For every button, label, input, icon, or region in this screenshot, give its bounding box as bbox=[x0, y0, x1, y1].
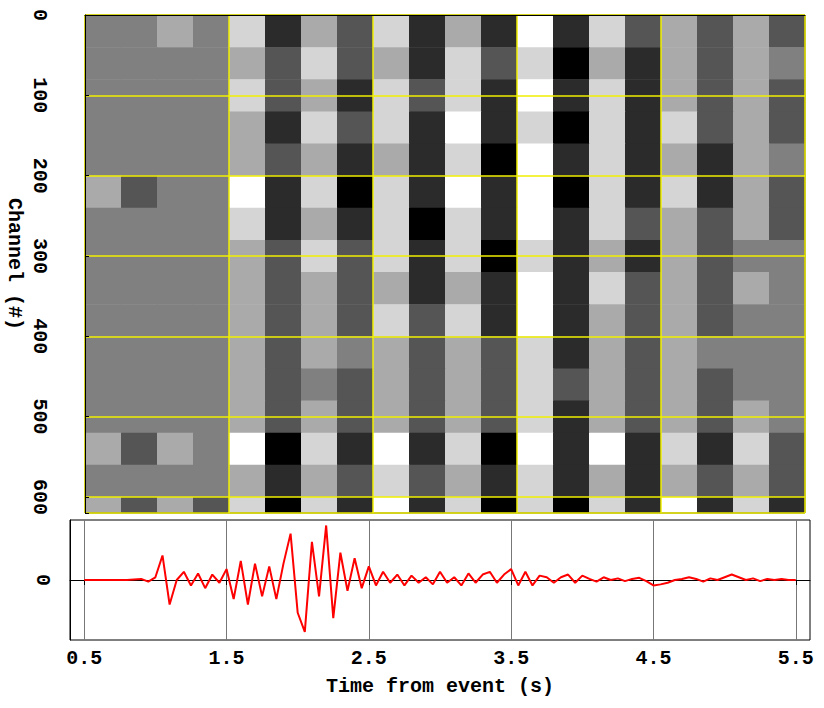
svg-text:100: 100 bbox=[28, 77, 51, 113]
svg-text:Time from event (s): Time from event (s) bbox=[326, 675, 554, 698]
svg-text:5.5: 5.5 bbox=[778, 647, 814, 670]
svg-text:2.5: 2.5 bbox=[351, 647, 387, 670]
svg-text:Channel (#): Channel (#) bbox=[3, 198, 26, 330]
svg-text:200: 200 bbox=[28, 158, 51, 194]
svg-text:400: 400 bbox=[28, 318, 51, 354]
svg-text:300: 300 bbox=[28, 238, 51, 274]
svg-text:600: 600 bbox=[28, 479, 51, 515]
svg-text:0.5: 0.5 bbox=[66, 647, 102, 670]
svg-text:4.5: 4.5 bbox=[635, 647, 671, 670]
svg-text:1.5: 1.5 bbox=[209, 647, 245, 670]
svg-text:0: 0 bbox=[28, 9, 51, 21]
svg-text:3.5: 3.5 bbox=[493, 647, 529, 670]
svg-text:500: 500 bbox=[28, 399, 51, 435]
svg-text:0: 0 bbox=[31, 574, 54, 586]
